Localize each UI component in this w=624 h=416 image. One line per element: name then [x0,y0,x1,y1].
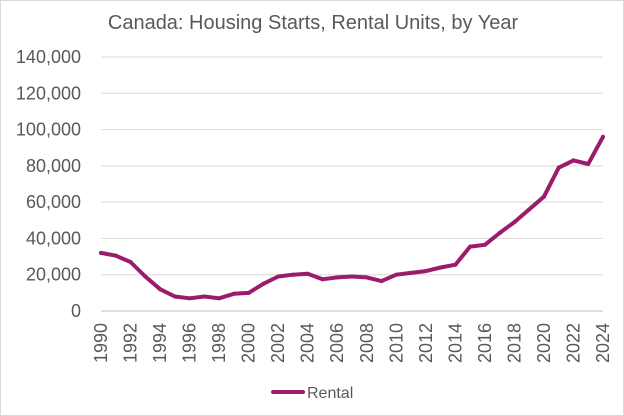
legend-label-rental: Rental [307,385,353,402]
data-point [364,275,369,280]
x-tick-label: 2010 [386,323,406,363]
data-point [113,253,118,258]
x-tick-label: 2004 [298,323,318,363]
data-point [423,269,428,274]
data-point [541,194,546,199]
data-point [512,220,517,225]
y-tick-label: 80,000 [26,156,81,176]
data-point [305,271,310,276]
x-tick-label: 1992 [121,323,141,363]
data-point [394,272,399,277]
y-tick-label: 120,000 [16,83,81,103]
legend: Rental [271,385,353,402]
x-tick-label: 2014 [445,323,465,363]
series-line-rental [99,134,605,301]
data-point [453,262,458,267]
data-point [379,279,384,284]
data-point [350,274,354,279]
y-tick-label: 60,000 [26,192,81,212]
series-layer [99,134,605,301]
x-tick-label: 1998 [209,323,229,363]
data-point [468,244,473,249]
data-point [143,274,148,279]
data-point [290,272,295,277]
data-point [187,296,192,301]
x-tick-label: 1990 [91,323,111,363]
data-point [276,274,281,279]
x-tick-label: 2022 [563,323,583,363]
chart-title: Canada: Housing Starts, Rental Units, by… [108,12,519,34]
y-tick-label: 40,000 [26,228,81,248]
y-axis-ticks: 0 20,000 40,000 60,000 80,000 100,000 120,000 1… [16,47,81,321]
data-point [601,134,605,139]
x-tick-label: 2012 [416,323,436,363]
data-point [527,207,532,212]
data-point [409,270,414,275]
x-tick-label: 2000 [239,323,259,363]
x-axis-ticks: 1990 1992 1994 1996 1998 2000 2002 2004 2006 2008… [91,323,613,363]
data-point [128,260,133,265]
data-point [202,294,207,299]
y-tick-label: 20,000 [26,265,81,285]
data-point [497,230,502,235]
data-point [172,294,177,299]
data-point [158,287,163,292]
data-point [261,281,266,286]
data-point [217,296,222,301]
x-tick-label: 2024 [593,323,613,363]
data-point [482,242,487,247]
x-tick-label: 2006 [327,323,347,363]
x-tick-label: 2008 [357,323,377,363]
data-point [586,162,591,167]
x-tick-label: 2020 [534,323,554,363]
data-point [231,291,236,296]
x-tick-label: 2018 [504,323,524,363]
data-point [571,158,576,163]
data-point [335,275,340,280]
data-point [246,290,251,295]
x-tick-label: 2002 [268,323,288,363]
y-tick-label: 0 [71,301,81,321]
x-tick-label: 1994 [150,323,170,363]
x-tick-label: 2016 [475,323,495,363]
data-point [556,165,561,170]
data-point [320,277,325,282]
data-point [438,265,443,270]
y-tick-label: 100,000 [16,120,81,140]
y-tick-label: 140,000 [16,47,81,67]
x-tick-label: 1996 [180,323,200,363]
gridlines [101,56,603,312]
data-point [99,250,103,255]
